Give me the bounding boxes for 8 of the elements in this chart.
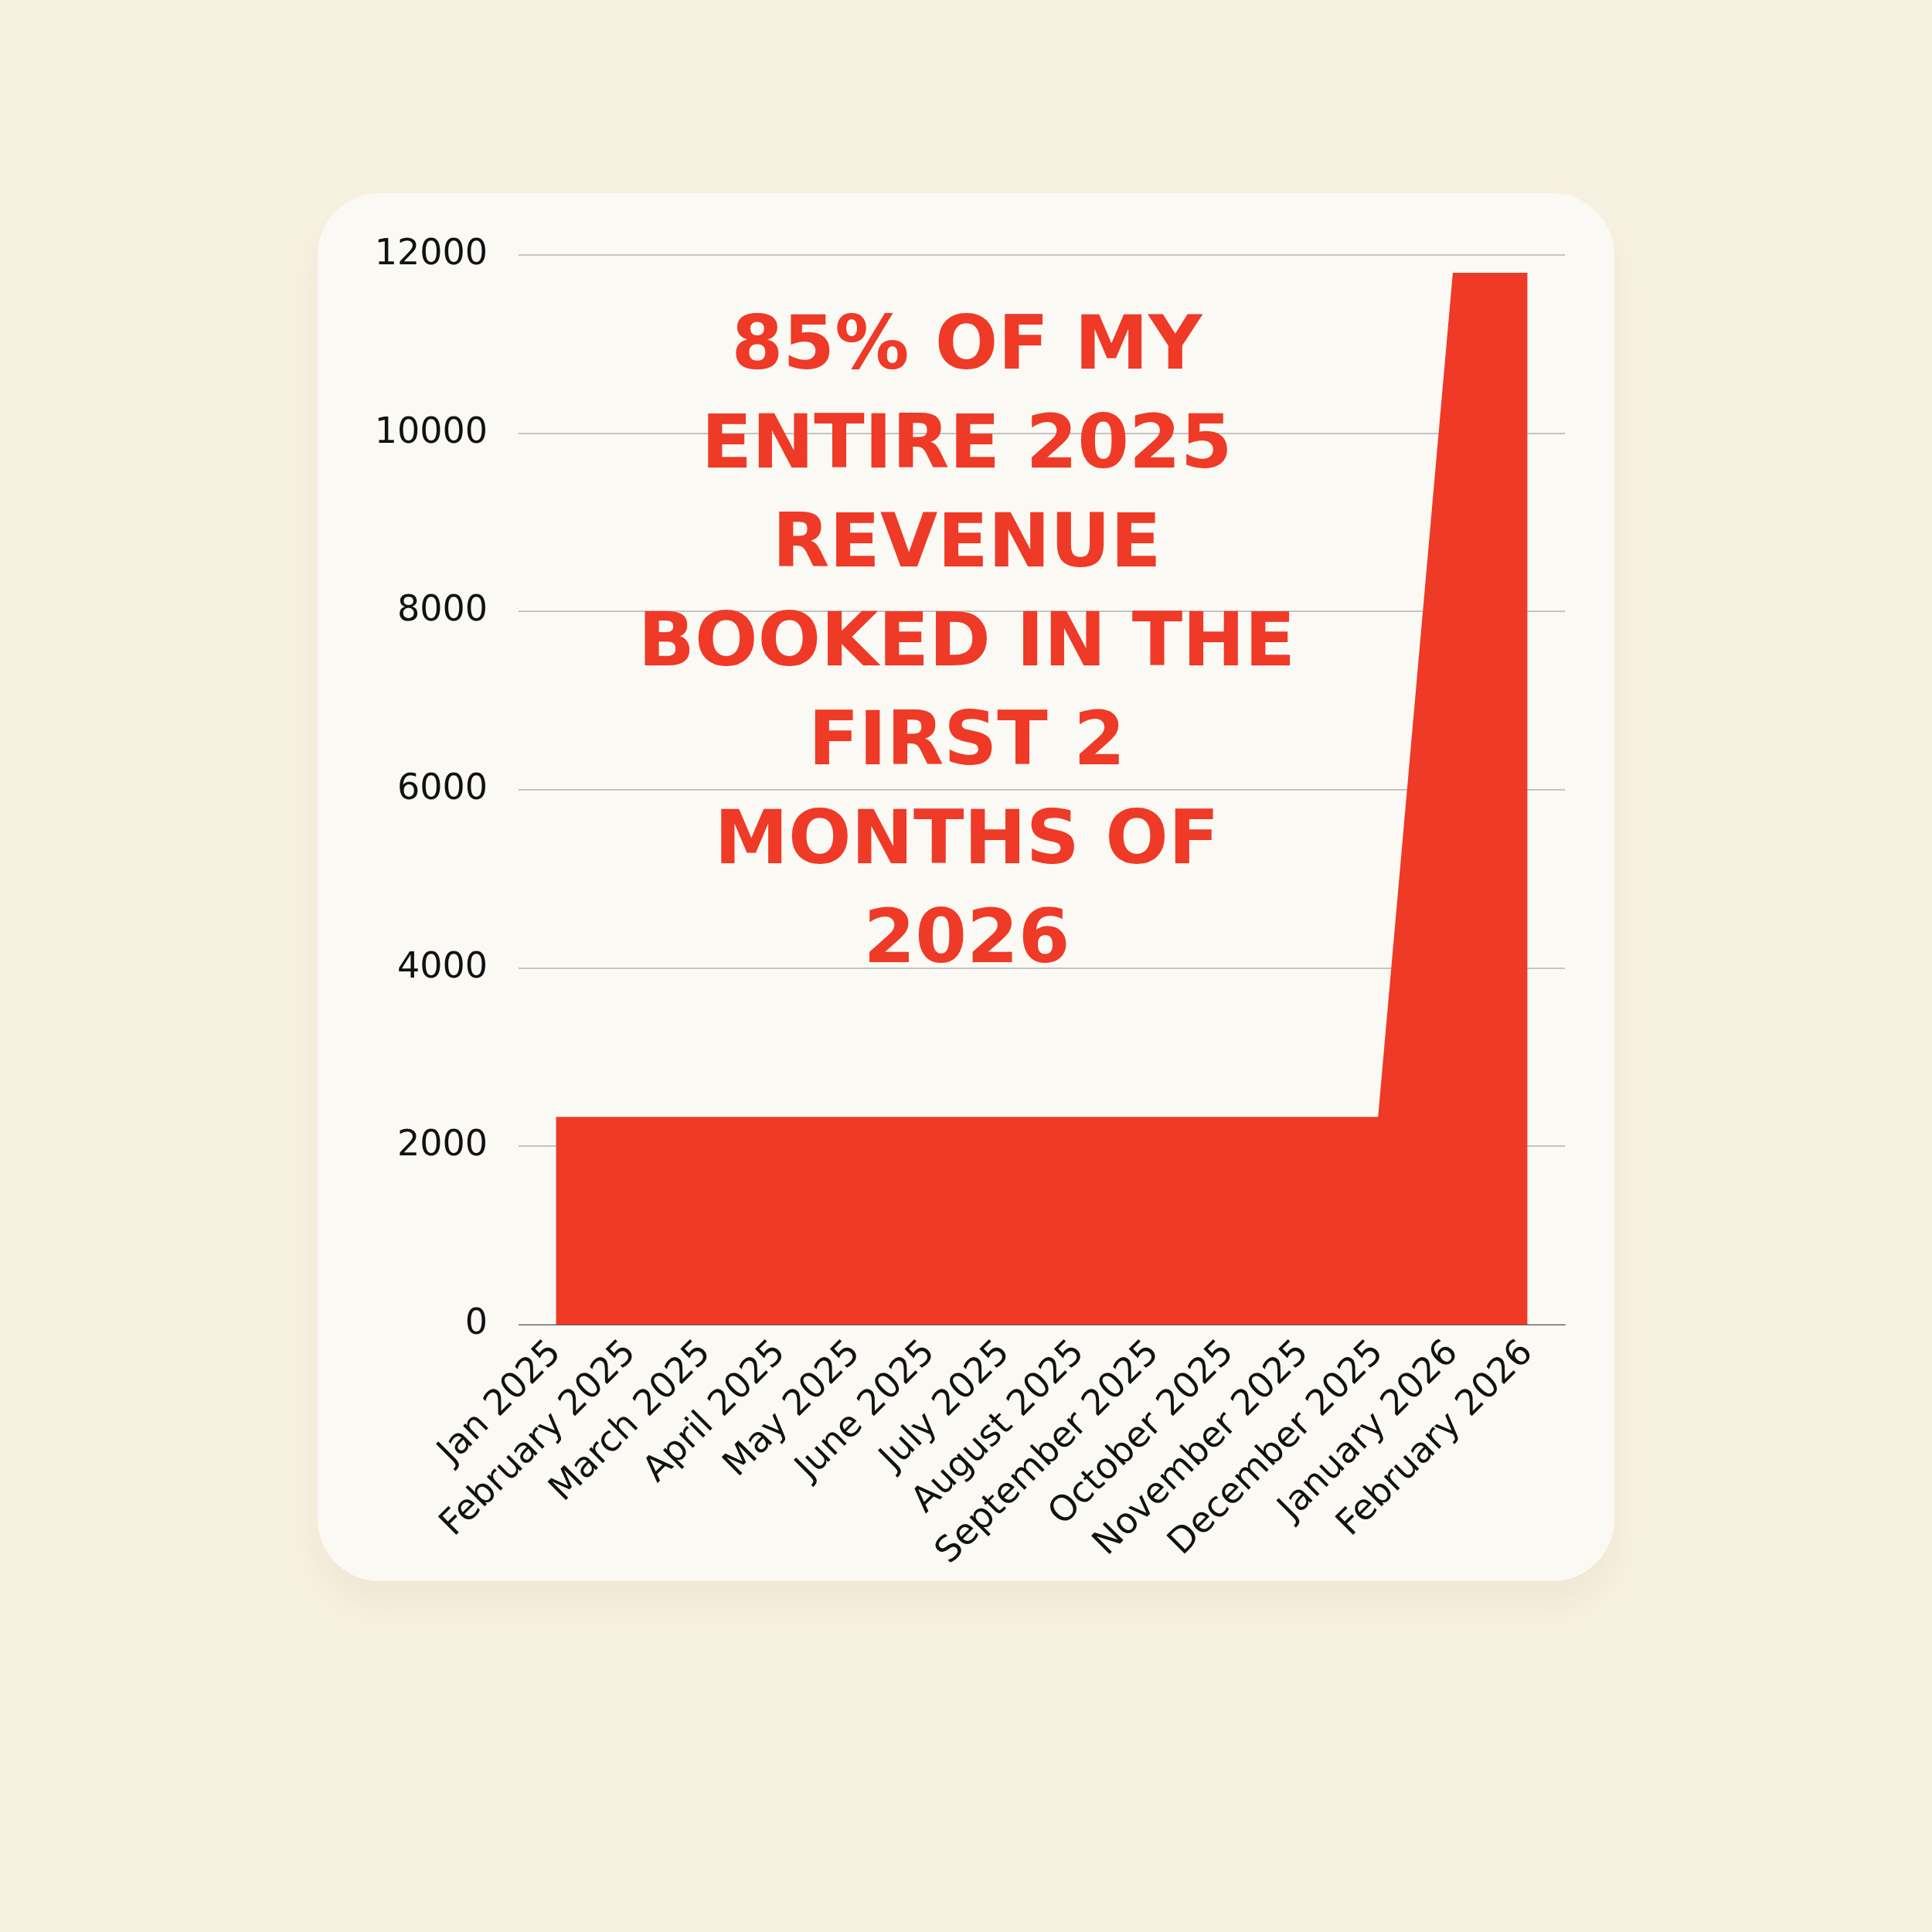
y-tick-label: 2000 <box>396 1122 488 1165</box>
y-tick-label: 10000 <box>374 409 488 451</box>
annotation: 85% OF MY ENTIRE 2025 REVENUE BOOKED IN THE FIRST 2 MONTHS OF 2026 <box>637 299 1297 981</box>
y-tick-label: 4000 <box>396 944 488 986</box>
y-tick-label: 6000 <box>396 765 488 808</box>
y-tick-label: 8000 <box>396 587 488 630</box>
y-tick-label: 12000 <box>374 230 488 273</box>
y-tick-label: 0 <box>464 1301 488 1343</box>
